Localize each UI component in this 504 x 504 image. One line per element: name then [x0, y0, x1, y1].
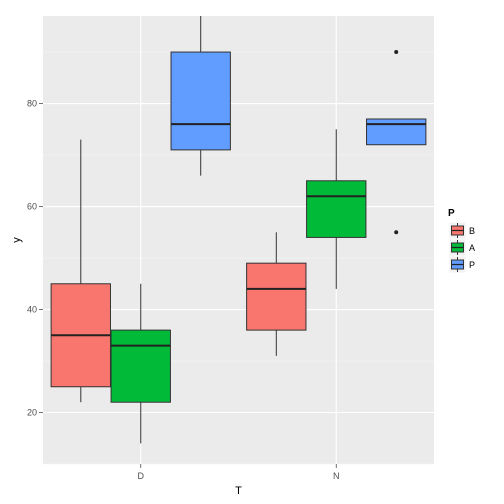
- outlier-point: [394, 230, 399, 235]
- y-tick-label: 40: [27, 305, 37, 315]
- legend-label: B: [469, 226, 475, 236]
- x-axis-title: T: [235, 485, 242, 497]
- legend-title: P: [448, 208, 455, 219]
- legend-item-P: P: [448, 255, 475, 274]
- box-body: [366, 118, 427, 146]
- legend-item-A: A: [448, 238, 475, 257]
- y-tick-label: 80: [27, 99, 37, 109]
- plot-panel: [43, 16, 434, 464]
- y-axis-ticks: 20 40 60 80: [27, 99, 43, 418]
- box-A-N: [306, 129, 367, 289]
- legend-items: BAP: [448, 221, 475, 274]
- y-axis-title: y: [11, 237, 23, 243]
- box-body: [306, 180, 367, 238]
- box-series: [50, 16, 427, 444]
- box-P-N: [366, 50, 427, 235]
- x-tick-label: N: [333, 471, 340, 481]
- legend-item-B: B: [448, 221, 475, 240]
- legend: P BAP: [448, 208, 475, 274]
- box-B-D: [50, 139, 111, 403]
- box-P-D: [170, 16, 231, 176]
- legend-label: A: [469, 243, 475, 253]
- x-tick-label: D: [138, 471, 145, 481]
- box-body: [246, 262, 307, 331]
- box-A-D: [110, 283, 171, 444]
- legend-label: P: [469, 260, 475, 270]
- outlier-point: [394, 50, 399, 55]
- box-body: [170, 51, 231, 151]
- y-tick-label: 60: [27, 202, 37, 212]
- y-tick-label: 20: [27, 408, 37, 418]
- box-body: [110, 329, 171, 403]
- box-B-N: [246, 232, 307, 356]
